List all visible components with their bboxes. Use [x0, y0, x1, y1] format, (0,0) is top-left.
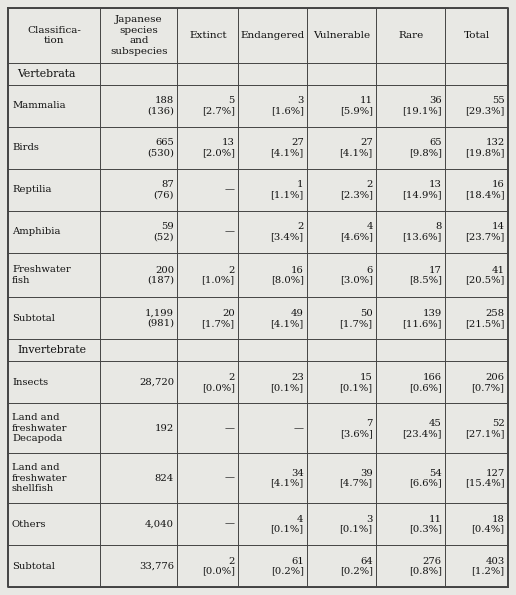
- Text: 45
[23.4%]: 45 [23.4%]: [402, 419, 442, 438]
- Text: 16
[8.0%]: 16 [8.0%]: [271, 265, 303, 284]
- Text: Rare: Rare: [398, 31, 423, 40]
- Text: 3
[0.1%]: 3 [0.1%]: [340, 515, 373, 534]
- Text: Freshwater
fish: Freshwater fish: [12, 265, 71, 285]
- Text: 5
[2.7%]: 5 [2.7%]: [202, 96, 235, 115]
- Text: —: —: [224, 185, 235, 194]
- Text: 166
[0.6%]: 166 [0.6%]: [409, 373, 442, 392]
- Text: Japanese
species
and
subspecies: Japanese species and subspecies: [110, 15, 168, 56]
- Text: 52
[27.1%]: 52 [27.1%]: [465, 419, 505, 438]
- Text: 4,040: 4,040: [145, 519, 174, 528]
- Text: —: —: [224, 474, 235, 483]
- Text: 188
(136): 188 (136): [147, 96, 174, 115]
- Text: 13
[14.9%]: 13 [14.9%]: [402, 180, 442, 199]
- Text: 6
[3.0%]: 6 [3.0%]: [340, 265, 373, 284]
- Text: 34
[4.1%]: 34 [4.1%]: [270, 469, 303, 488]
- Text: 1,199
(981): 1,199 (981): [145, 309, 174, 328]
- Text: 11
[0.3%]: 11 [0.3%]: [409, 515, 442, 534]
- Text: 17
[8.5%]: 17 [8.5%]: [409, 265, 442, 284]
- Text: Others: Others: [12, 519, 46, 528]
- Text: 8
[13.6%]: 8 [13.6%]: [402, 222, 442, 241]
- Text: 39
[4.7%]: 39 [4.7%]: [340, 469, 373, 488]
- Text: 87
(76): 87 (76): [153, 180, 174, 199]
- Text: 54
[6.6%]: 54 [6.6%]: [409, 469, 442, 488]
- Text: Insects: Insects: [12, 378, 48, 387]
- Text: 665
(530): 665 (530): [147, 138, 174, 157]
- Text: 59
(52): 59 (52): [153, 222, 174, 241]
- Text: Subtotal: Subtotal: [12, 314, 55, 323]
- Text: 2
[2.3%]: 2 [2.3%]: [340, 180, 373, 199]
- Text: 824: 824: [155, 474, 174, 483]
- Text: Extinct: Extinct: [189, 31, 227, 40]
- Text: 3
[1.6%]: 3 [1.6%]: [271, 96, 303, 115]
- Text: 33,776: 33,776: [139, 562, 174, 571]
- Text: Amphibia: Amphibia: [12, 227, 60, 236]
- Text: 16
[18.4%]: 16 [18.4%]: [465, 180, 505, 199]
- Text: Reptilia: Reptilia: [12, 185, 52, 194]
- Text: 132
[19.8%]: 132 [19.8%]: [465, 138, 505, 157]
- Text: 4
[0.1%]: 4 [0.1%]: [270, 515, 303, 534]
- Text: 61
[0.2%]: 61 [0.2%]: [271, 556, 303, 575]
- Text: 64
[0.2%]: 64 [0.2%]: [340, 556, 373, 575]
- Text: —: —: [294, 424, 303, 433]
- Text: —: —: [224, 519, 235, 528]
- Text: 2
[3.4%]: 2 [3.4%]: [270, 222, 303, 241]
- Text: 7
[3.6%]: 7 [3.6%]: [340, 419, 373, 438]
- Text: 192: 192: [155, 424, 174, 433]
- Text: 15
[0.1%]: 15 [0.1%]: [340, 373, 373, 392]
- Text: Vertebrata: Vertebrata: [17, 69, 75, 79]
- Text: 4
[4.6%]: 4 [4.6%]: [340, 222, 373, 241]
- Text: —: —: [224, 227, 235, 236]
- Text: 18
[0.4%]: 18 [0.4%]: [472, 515, 505, 534]
- Text: Total: Total: [463, 31, 490, 40]
- Text: 50
[1.7%]: 50 [1.7%]: [340, 309, 373, 328]
- Text: 23
[0.1%]: 23 [0.1%]: [270, 373, 303, 392]
- Text: Mammalia: Mammalia: [12, 101, 66, 110]
- Text: Birds: Birds: [12, 143, 39, 152]
- Text: 27
[4.1%]: 27 [4.1%]: [270, 138, 303, 157]
- Text: 276
[0.8%]: 276 [0.8%]: [409, 556, 442, 575]
- Text: 14
[23.7%]: 14 [23.7%]: [465, 222, 505, 241]
- Text: 13
[2.0%]: 13 [2.0%]: [202, 138, 235, 157]
- Text: Endangered: Endangered: [240, 31, 305, 40]
- Text: —: —: [224, 424, 235, 433]
- Text: 2
[1.0%]: 2 [1.0%]: [202, 265, 235, 284]
- Text: 41
[20.5%]: 41 [20.5%]: [465, 265, 505, 284]
- Text: 200
(187): 200 (187): [147, 265, 174, 284]
- Text: Land and
freshwater
shellfish: Land and freshwater shellfish: [12, 464, 68, 493]
- Text: 127
[15.4%]: 127 [15.4%]: [465, 469, 505, 488]
- Text: 28,720: 28,720: [139, 378, 174, 387]
- Text: 11
[5.9%]: 11 [5.9%]: [340, 96, 373, 115]
- Text: 206
[0.7%]: 206 [0.7%]: [472, 373, 505, 392]
- Text: 258
[21.5%]: 258 [21.5%]: [465, 309, 505, 328]
- Text: 65
[9.8%]: 65 [9.8%]: [409, 138, 442, 157]
- Text: Land and
freshwater
Decapoda: Land and freshwater Decapoda: [12, 414, 68, 443]
- Text: 1
[1.1%]: 1 [1.1%]: [270, 180, 303, 199]
- Text: Classifica-
tion: Classifica- tion: [27, 26, 81, 45]
- Text: 36
[19.1%]: 36 [19.1%]: [402, 96, 442, 115]
- Text: Invertebrate: Invertebrate: [17, 346, 86, 355]
- Text: Subtotal: Subtotal: [12, 562, 55, 571]
- Text: 20
[1.7%]: 20 [1.7%]: [202, 309, 235, 328]
- Text: 27
[4.1%]: 27 [4.1%]: [340, 138, 373, 157]
- Text: 2
[0.0%]: 2 [0.0%]: [202, 556, 235, 575]
- Text: Vulnerable: Vulnerable: [313, 31, 370, 40]
- Text: 139
[11.6%]: 139 [11.6%]: [402, 309, 442, 328]
- Text: 55
[29.3%]: 55 [29.3%]: [465, 96, 505, 115]
- Text: 2
[0.0%]: 2 [0.0%]: [202, 373, 235, 392]
- Text: 49
[4.1%]: 49 [4.1%]: [270, 309, 303, 328]
- Text: 403
[1.2%]: 403 [1.2%]: [472, 556, 505, 575]
